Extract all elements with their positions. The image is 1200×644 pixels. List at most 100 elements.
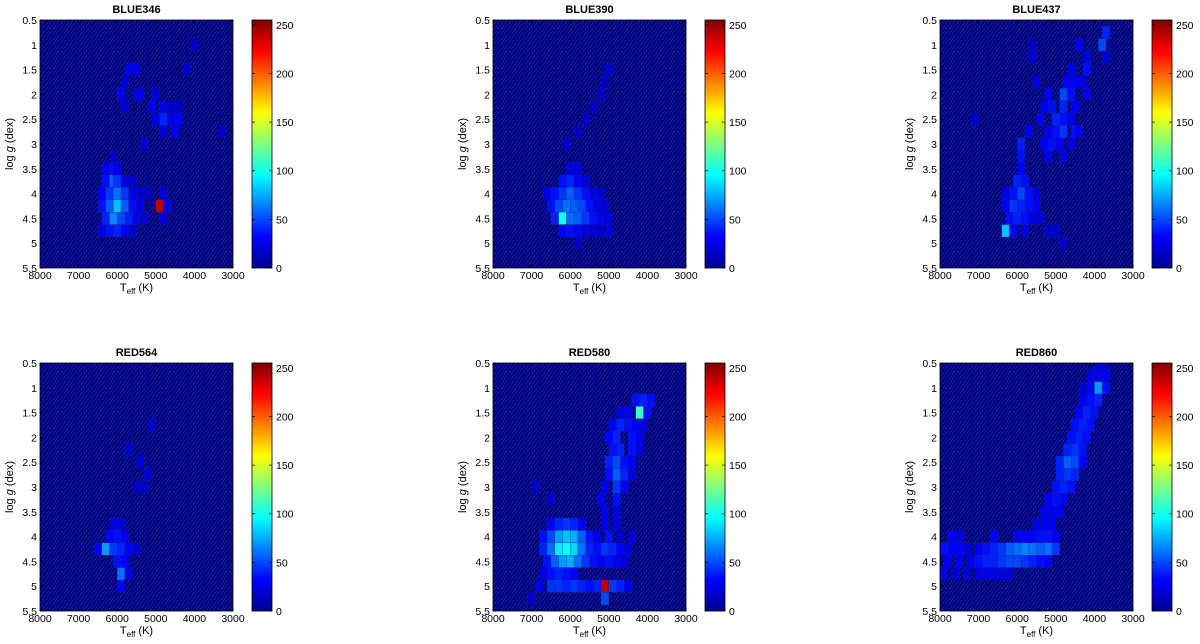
colorbar-tick-label: 250: [729, 20, 747, 32]
x-tick-label: 8000: [928, 270, 952, 282]
heatmap-cell: [624, 406, 633, 419]
heatmap-panel: BLUE390 8000 7000 6000 5000 4000 3000 0.5 1 1.5 2 2…: [457, 4, 747, 296]
heatmap-cell: [1047, 505, 1056, 519]
heatmap-cell: [600, 199, 610, 213]
heatmap-cell: [604, 455, 613, 469]
heatmap-cell: [962, 567, 972, 581]
colorbar-tick-label: 100: [729, 509, 747, 521]
y-axis-label: log g (dex): [4, 461, 16, 513]
heatmap-cell: [620, 480, 629, 494]
heatmap-cell: [581, 555, 590, 568]
heatmap-cell: [1101, 381, 1111, 395]
colorbar-tick-label: 0: [276, 263, 282, 275]
heatmap-cell: [527, 592, 536, 606]
heatmap-cell: [612, 505, 621, 519]
heatmap-cell: [163, 199, 172, 213]
heatmap-cell: [566, 555, 575, 568]
heatmap-cell: [1059, 236, 1068, 250]
heatmap-cell: [585, 542, 594, 556]
x-tick-label: 6000: [106, 270, 130, 282]
heatmap-cell: [1020, 530, 1029, 544]
heatmap-cell: [1101, 50, 1111, 64]
colorbar-tick-label: 100: [276, 166, 294, 178]
heatmap-cell: [627, 530, 637, 544]
heatmap-cell: [612, 468, 621, 481]
colorbar-tick-label: 200: [276, 411, 294, 423]
heatmap-cell: [109, 211, 118, 225]
heatmap-cell: [573, 174, 582, 188]
y-tick-label: 3: [31, 482, 37, 494]
heatmap-cell: [974, 542, 983, 556]
y-tick-label: 1: [931, 383, 937, 395]
heatmap-cell: [1013, 530, 1022, 544]
heatmap-cell: [562, 579, 571, 593]
heatmap-cell: [566, 162, 575, 176]
heatmap-cell: [1082, 87, 1091, 101]
panel-title: RED564: [116, 347, 158, 359]
heatmap-cell: [116, 87, 126, 101]
heatmap-cell: [120, 530, 129, 544]
heatmap-cell: [573, 162, 582, 176]
heatmap-cell: [546, 199, 555, 213]
heatmap-cell: [1071, 100, 1080, 114]
y-tick-label: 5: [931, 238, 937, 250]
heatmap-cell: [962, 542, 972, 556]
x-tick-label: 4000: [1083, 270, 1107, 282]
x-tick-label: 8000: [28, 270, 52, 282]
y-tick-label: 5.5: [475, 606, 490, 618]
colorbar-tick-label: 150: [729, 460, 747, 472]
y-tick-label: 3: [484, 139, 490, 151]
heatmap-cell: [1028, 38, 1037, 52]
colorbar-tick-label: 100: [1176, 166, 1194, 178]
heatmap-cell: [151, 112, 160, 126]
heatmap-cell: [1059, 493, 1068, 506]
heatmap-cell: [955, 555, 964, 568]
colorbar-tick-label: 100: [729, 166, 747, 178]
heatmap-cell: [600, 75, 610, 89]
heatmap-cell: [604, 530, 613, 544]
x-tick-label: 6000: [1006, 613, 1030, 625]
x-tick-label: 5000: [597, 613, 621, 625]
heatmap-cell: [558, 174, 567, 188]
heatmap-cell: [116, 579, 126, 593]
heatmap-panel: RED860 8000 7000 6000 5000 4000 3000 0.5 1 1.5 2 2.…: [904, 347, 1194, 639]
heatmap-cell: [116, 211, 126, 225]
heatmap-cell: [1101, 26, 1111, 39]
heatmap-cell: [966, 555, 975, 568]
heatmap-cell: [1044, 542, 1053, 556]
y-tick-label: 1: [31, 40, 37, 52]
heatmap-cell: [1063, 455, 1072, 469]
x-tick-label: 6000: [106, 613, 130, 625]
heatmap-cell: [1051, 125, 1060, 139]
y-tick-label: 5.5: [22, 606, 37, 618]
heatmap-cell: [1071, 455, 1080, 469]
heatmap-cell: [1024, 187, 1033, 200]
heatmap-cell: [577, 579, 586, 593]
heatmap-cell: [546, 579, 555, 593]
heatmap-cell: [144, 468, 153, 481]
heatmap-cell: [546, 493, 555, 506]
heatmap-cell: [577, 542, 586, 556]
heatmap-cell: [600, 542, 610, 556]
heatmap-cell: [113, 224, 122, 238]
colorbar-tick-label: 200: [729, 411, 747, 423]
heatmap-cell: [1036, 542, 1045, 556]
y-tick-label: 5: [31, 238, 37, 250]
heatmap-cell: [1074, 431, 1084, 444]
heatmap-cell: [101, 542, 110, 556]
colorbar-tick-label: 0: [729, 606, 735, 618]
heatmap-cell: [1044, 149, 1053, 163]
colorbar-tick-label: 200: [1176, 68, 1194, 80]
heatmap-cell: [1013, 211, 1022, 225]
heatmap-cell: [1032, 75, 1041, 89]
colorbar-tick-label: 50: [1176, 214, 1188, 226]
heatmap-cell: [573, 236, 582, 250]
heatmap-cell: [1020, 211, 1029, 225]
heatmap-cell: [562, 542, 571, 556]
heatmap-cell: [136, 199, 145, 213]
heatmap-cell: [604, 63, 613, 77]
heatmap-cell: [105, 199, 114, 213]
heatmap-cell: [1078, 443, 1087, 457]
heatmap-cell: [566, 187, 575, 200]
heatmap-cell: [1028, 530, 1037, 544]
